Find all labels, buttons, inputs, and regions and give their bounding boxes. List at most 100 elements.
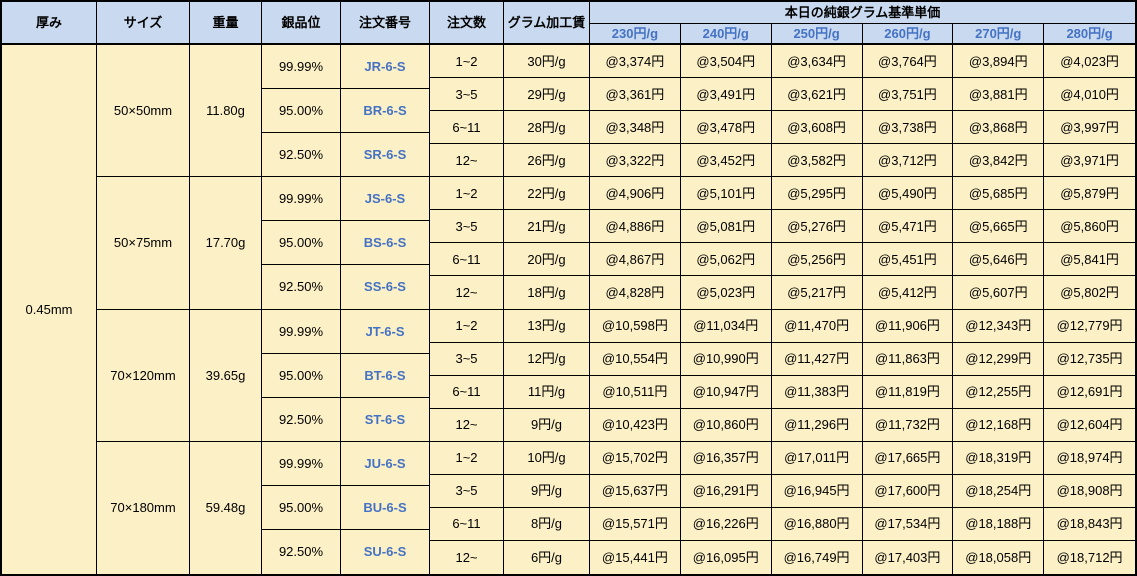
quantity-cell: 12~ xyxy=(430,144,504,178)
price-cell: @5,295円 xyxy=(771,177,863,211)
price-cell: @12,691円 xyxy=(1044,375,1135,409)
purity-cell: 99.99% xyxy=(262,309,341,354)
price-cell: @5,860円 xyxy=(1044,210,1135,244)
price-cell: @17,665円 xyxy=(862,441,954,475)
fee-cell: 9円/g xyxy=(504,408,590,442)
price-cell: @3,361円 xyxy=(590,78,681,112)
fee-cell: 12円/g xyxy=(504,342,590,376)
price-cell: @11,296円 xyxy=(771,408,863,442)
price-cell: @4,886円 xyxy=(590,210,681,244)
price-cell: @16,095円 xyxy=(680,540,772,574)
price-cell: @18,843円 xyxy=(1044,507,1135,541)
quantity-cell: 3~5 xyxy=(430,342,504,376)
price-column-header: 260円/g xyxy=(862,24,954,45)
price-cell: @3,764円 xyxy=(862,45,954,79)
price-cell: @3,491円 xyxy=(680,78,772,112)
price-column-header: 230円/g xyxy=(590,24,681,45)
price-cell: @10,990円 xyxy=(680,342,772,376)
quantity-cell: 3~5 xyxy=(430,474,504,508)
price-cell: @11,863円 xyxy=(862,342,954,376)
column-header: サイズ xyxy=(97,2,190,45)
price-cell: @3,971円 xyxy=(1044,144,1135,178)
price-cell: @17,600円 xyxy=(862,474,954,508)
order-number-link[interactable]: BT-6-S xyxy=(341,353,430,398)
order-number-link[interactable]: BU-6-S xyxy=(341,485,430,530)
price-cell: @4,906円 xyxy=(590,177,681,211)
price-cell: @5,081円 xyxy=(680,210,772,244)
size-cell: 50×75mm xyxy=(97,177,190,310)
quantity-cell: 1~2 xyxy=(430,177,504,211)
fee-cell: 11円/g xyxy=(504,375,590,409)
price-cell: @5,607円 xyxy=(953,276,1045,310)
purity-cell: 92.50% xyxy=(262,265,341,310)
price-cell: @15,441円 xyxy=(590,540,681,574)
price-cell: @3,322円 xyxy=(590,144,681,178)
price-cell: @11,819円 xyxy=(862,375,954,409)
purity-cell: 99.99% xyxy=(262,177,341,222)
price-cell: @11,034円 xyxy=(680,309,772,343)
price-cell: @12,255円 xyxy=(953,375,1045,409)
order-number-link[interactable]: JR-6-S xyxy=(341,45,430,90)
price-cell: @3,634円 xyxy=(771,45,863,79)
quantity-cell: 1~2 xyxy=(430,441,504,475)
price-cell: @3,751円 xyxy=(862,78,954,112)
size-cell: 70×120mm xyxy=(97,309,190,442)
order-number-link[interactable]: JU-6-S xyxy=(341,441,430,486)
column-header: 銀品位 xyxy=(262,2,341,45)
price-cell: @18,319円 xyxy=(953,441,1045,475)
price-cell: @18,712円 xyxy=(1044,540,1135,574)
price-cell: @5,490円 xyxy=(862,177,954,211)
price-cell: @10,860円 xyxy=(680,408,772,442)
price-cell: @5,101円 xyxy=(680,177,772,211)
quantity-cell: 3~5 xyxy=(430,78,504,112)
order-number-link[interactable]: JS-6-S xyxy=(341,177,430,222)
quantity-cell: 6~11 xyxy=(430,375,504,409)
column-header: 注文数 xyxy=(430,2,504,45)
order-number-link[interactable]: BS-6-S xyxy=(341,221,430,266)
purity-cell: 99.99% xyxy=(262,441,341,486)
quantity-cell: 12~ xyxy=(430,408,504,442)
price-cell: @12,168円 xyxy=(953,408,1045,442)
weight-cell: 11.80g xyxy=(190,45,262,178)
order-number-link[interactable]: BR-6-S xyxy=(341,89,430,134)
price-cell: @10,598円 xyxy=(590,309,681,343)
price-cell: @5,412円 xyxy=(862,276,954,310)
price-cell: @3,452円 xyxy=(680,144,772,178)
order-number-link[interactable]: SS-6-S xyxy=(341,265,430,310)
price-cell: @3,478円 xyxy=(680,111,772,145)
weight-cell: 17.70g xyxy=(190,177,262,310)
price-cell: @18,254円 xyxy=(953,474,1045,508)
price-cell: @15,702円 xyxy=(590,441,681,475)
price-cell: @10,511円 xyxy=(590,375,681,409)
price-cell: @11,906円 xyxy=(862,309,954,343)
price-cell: @18,058円 xyxy=(953,540,1045,574)
price-cell: @16,357円 xyxy=(680,441,772,475)
order-number-link[interactable]: JT-6-S xyxy=(341,309,430,354)
thickness-cell: 0.45mm xyxy=(2,45,97,574)
quantity-cell: 6~11 xyxy=(430,111,504,145)
price-cell: @5,023円 xyxy=(680,276,772,310)
price-cell: @3,712円 xyxy=(862,144,954,178)
price-cell: @5,471円 xyxy=(862,210,954,244)
price-cell: @10,423円 xyxy=(590,408,681,442)
price-cell: @17,403円 xyxy=(862,540,954,574)
order-number-link[interactable]: SR-6-S xyxy=(341,133,430,178)
fee-cell: 22円/g xyxy=(504,177,590,211)
price-cell: @10,554円 xyxy=(590,342,681,376)
price-cell: @12,779円 xyxy=(1044,309,1135,343)
price-cell: @11,470円 xyxy=(771,309,863,343)
column-header: 重量 xyxy=(190,2,262,45)
fee-cell: 13円/g xyxy=(504,309,590,343)
price-cell: @5,256円 xyxy=(771,243,863,277)
order-number-link[interactable]: SU-6-S xyxy=(341,529,430,574)
price-cell: @5,276円 xyxy=(771,210,863,244)
price-cell: @12,299円 xyxy=(953,342,1045,376)
purity-cell: 99.99% xyxy=(262,45,341,90)
purity-cell: 95.00% xyxy=(262,89,341,134)
quantity-cell: 3~5 xyxy=(430,210,504,244)
column-header: 注文番号 xyxy=(341,2,430,45)
order-number-link[interactable]: ST-6-S xyxy=(341,397,430,442)
price-cell: @12,604円 xyxy=(1044,408,1135,442)
price-cell: @16,945円 xyxy=(771,474,863,508)
